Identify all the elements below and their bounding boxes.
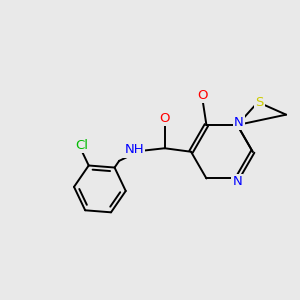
Text: N: N — [234, 116, 244, 129]
Text: NH: NH — [124, 143, 144, 157]
Text: Cl: Cl — [76, 139, 88, 152]
Text: N: N — [232, 175, 242, 188]
Text: S: S — [256, 96, 264, 109]
Text: O: O — [198, 89, 208, 102]
Text: O: O — [160, 112, 170, 125]
